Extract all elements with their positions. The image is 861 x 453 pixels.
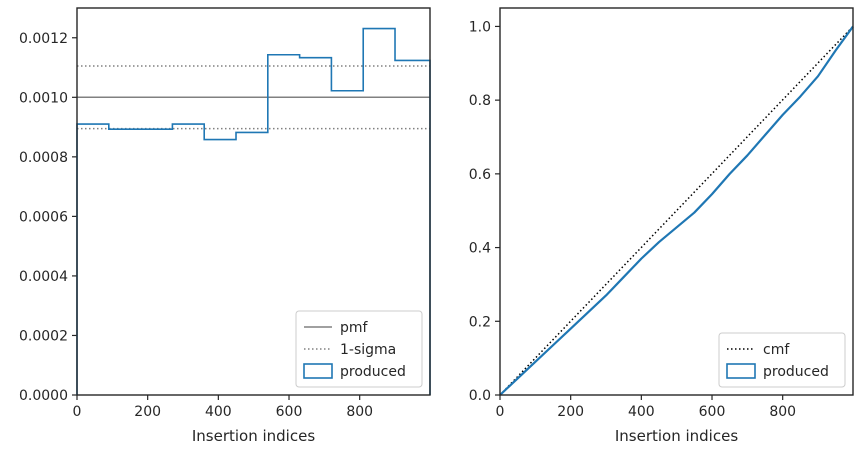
legend-box (295, 310, 423, 388)
y-tick-label: 0.0010 (19, 90, 68, 106)
y-tick-label: 0.0004 (19, 269, 68, 285)
x-tick-label: 800 (769, 404, 796, 420)
plot-frame (76, 7, 431, 396)
y-tick-label: 0.0012 (19, 31, 68, 47)
plot-frame (499, 7, 854, 396)
x-axis-label: Insertion indices (615, 427, 738, 445)
x-tick-label: 200 (134, 404, 161, 420)
x-tick-label: 200 (557, 404, 584, 420)
cmf-line (499, 25, 854, 396)
legend-label-cmf: cmf (763, 342, 790, 358)
y-tick-label: 0.8 (469, 93, 491, 109)
y-tick-label: 1.0 (469, 19, 491, 35)
cmf-panel: 0 200 400 600 800 0.0 0.2 0.4 0.6 0.8 1.0 Insertion… (469, 7, 854, 445)
y-tick-label: 0.6 (469, 167, 491, 183)
legend-label-pmf: pmf (340, 320, 369, 336)
x-tick-label: 0 (496, 404, 505, 420)
x-tick-label: 0 (73, 404, 82, 420)
x-tick-label: 400 (205, 404, 232, 420)
y-tick-label: 0.0008 (19, 150, 68, 166)
legend-swatch-produced (303, 363, 333, 379)
y-tick-label: 0.0002 (19, 328, 68, 344)
x-tick-label: 600 (276, 404, 303, 420)
histogram-panel: 0 200 400 600 800 0.0000 0.0002 0.0004 0.0006 0.0… (19, 7, 431, 445)
y-tick-label: 0.4 (469, 241, 491, 257)
legend-label-produced: produced (340, 364, 406, 380)
legend-label-produced: produced (763, 364, 829, 380)
legend-swatch-produced (726, 363, 756, 379)
x-tick-label: 800 (346, 404, 373, 420)
legend-box (718, 332, 846, 388)
y-tick-label: 0.0000 (19, 388, 68, 404)
x-axis-label: Insertion indices (192, 427, 315, 445)
legend-label-sigma: 1-sigma (340, 342, 396, 358)
x-tick-label: 600 (699, 404, 726, 420)
y-tick-label: 0.0006 (19, 209, 68, 225)
y-tick-label: 0.2 (469, 314, 491, 330)
y-tick-label: 0.0 (469, 388, 491, 404)
produced-cumulative-line (499, 25, 854, 396)
produced-histogram (76, 27, 431, 395)
x-tick-label: 400 (628, 404, 655, 420)
